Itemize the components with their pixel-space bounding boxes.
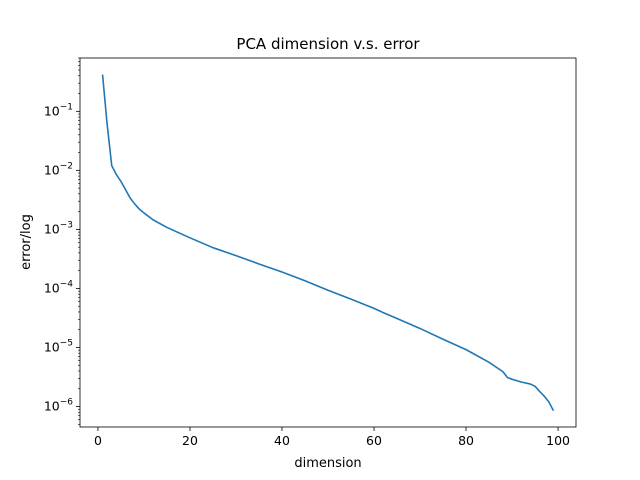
x-axis-ticks: 0 20 40 60 80 100 [94, 427, 570, 448]
series-line-0 [101, 74, 555, 412]
y-tick-base: 10 [44, 399, 60, 414]
y-tick-exponent: −5 [60, 338, 73, 348]
y-axis-label: error/log [19, 214, 34, 270]
x-tick-label: 40 [274, 433, 290, 448]
y-tick-label: 10−1 [44, 102, 73, 118]
plot-content [101, 74, 555, 412]
y-tick-label: 10−4 [44, 279, 73, 295]
chart-title: PCA dimension v.s. error [236, 35, 420, 53]
y-tick-base: 10 [44, 339, 60, 354]
x-tick-label: 100 [546, 433, 570, 448]
y-tick-label: 10−3 [44, 220, 73, 236]
y-tick-exponent: −3 [60, 220, 73, 230]
y-tick-label: 10−2 [44, 161, 73, 177]
x-axis-label: dimension [294, 456, 361, 471]
x-tick-label: 80 [458, 433, 474, 448]
y-tick-base: 10 [44, 103, 60, 118]
y-tick-label: 10−6 [44, 398, 73, 414]
y-tick-exponent: −6 [60, 398, 74, 408]
y-tick-exponent: −4 [60, 279, 74, 289]
x-tick-label: 20 [182, 433, 198, 448]
x-tick-label: 0 [94, 433, 102, 448]
x-tick-label: 60 [366, 433, 382, 448]
y-tick-exponent: −1 [60, 102, 73, 112]
y-tick-base: 10 [44, 162, 60, 177]
y-tick-label: 10−5 [44, 338, 73, 354]
y-axis-ticks: 10−610−510−410−310−210−1 [44, 57, 80, 425]
y-tick-base: 10 [44, 280, 60, 295]
y-tick-exponent: −2 [60, 161, 73, 171]
y-tick-base: 10 [44, 221, 60, 236]
